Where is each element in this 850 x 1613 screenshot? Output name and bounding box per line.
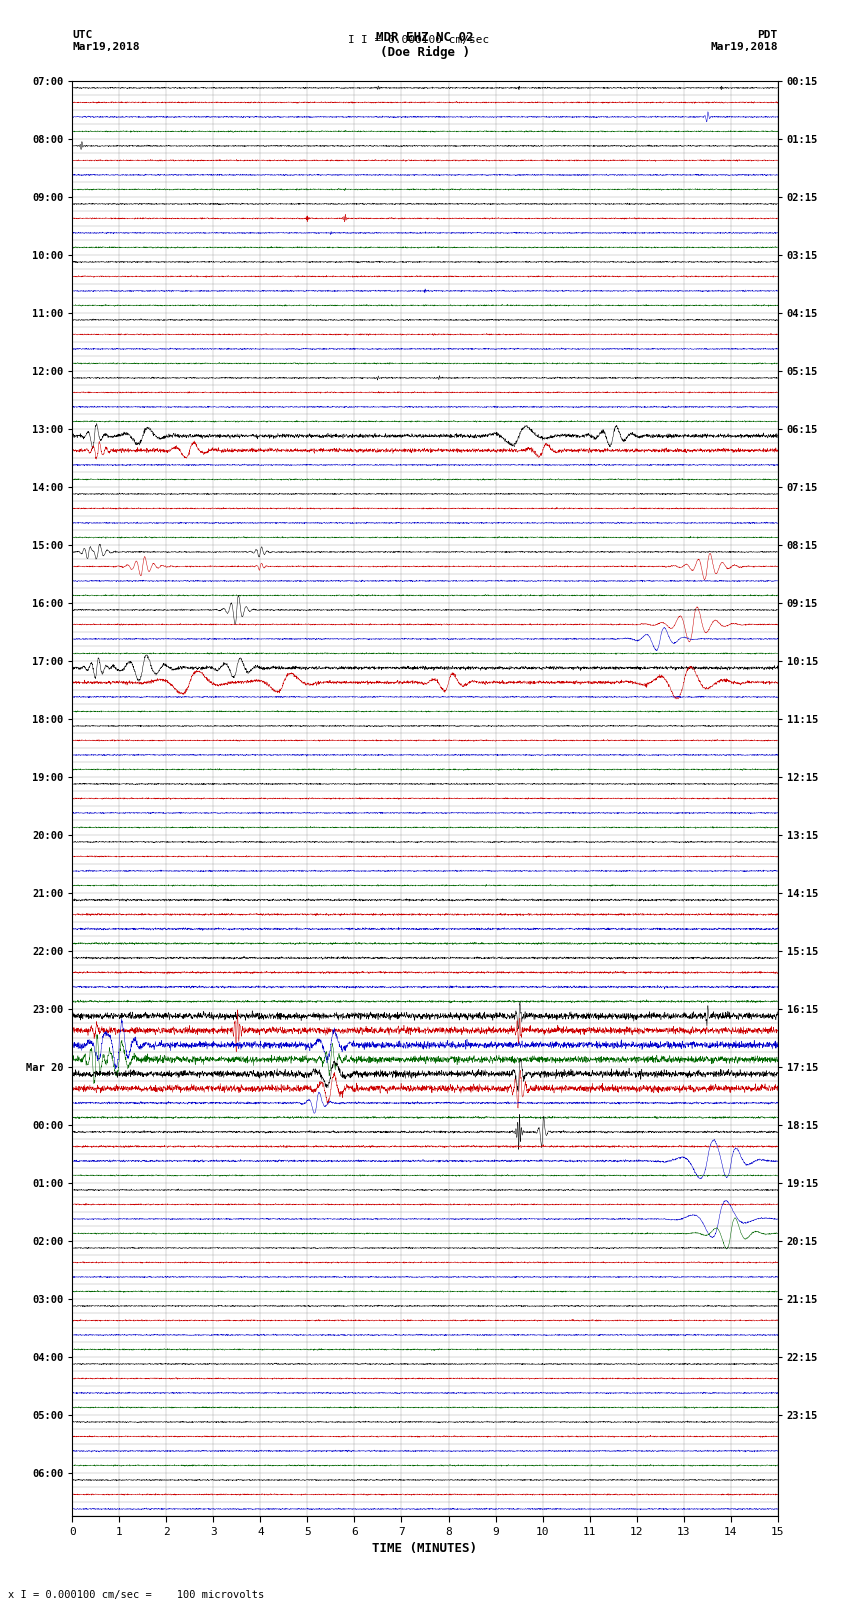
Text: x I = 0.000100 cm/sec =    100 microvolts: x I = 0.000100 cm/sec = 100 microvolts — [8, 1590, 264, 1600]
Text: I = 0.000100 cm/sec: I = 0.000100 cm/sec — [361, 35, 489, 45]
Title: MDR EHZ NC 02
(Doe Ridge ): MDR EHZ NC 02 (Doe Ridge ) — [377, 31, 473, 58]
Text: UTC
Mar19,2018: UTC Mar19,2018 — [72, 31, 139, 52]
X-axis label: TIME (MINUTES): TIME (MINUTES) — [372, 1542, 478, 1555]
Text: I: I — [348, 35, 354, 45]
Text: PDT
Mar19,2018: PDT Mar19,2018 — [711, 31, 778, 52]
